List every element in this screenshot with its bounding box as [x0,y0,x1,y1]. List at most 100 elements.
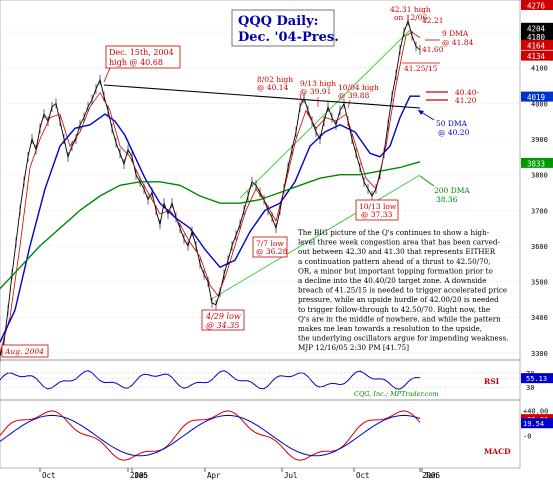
rsi-label: RSI [484,377,500,386]
macd-label: MACD [484,447,511,456]
zone-line1: 40.40- [455,88,479,97]
rsi-axis-tick: 55.13 [526,375,547,383]
rsi-tag-box [521,373,553,384]
x-axis-tick-label: Oct [42,471,56,480]
commentary-line: the underlying oscillators argue for imp… [298,334,508,343]
macd-line [0,410,421,461]
price-tag-label: 4164 [527,41,546,50]
price-axis-tick: 3300 [531,350,548,358]
macd-group: +40.00+26.0119.54-0 [0,407,553,461]
val-4160: 41.60 [422,45,444,54]
commentary-line: MJP 12/16/05 2:30 PM [41.75] [298,343,409,352]
x-axis-tick-label: Jul [284,471,298,480]
h802-pointer [299,93,303,104]
price-axis-tick: 3400 [531,314,548,322]
aug2004-box [1,344,49,358]
channel-line [209,174,421,301]
aug2004-label: Aug. 2004 [4,347,44,356]
commentary-line: a decline into the 40.40/20 target zone.… [298,276,486,285]
x-axis-tick-label: Jan [424,471,438,480]
low77-box [252,236,288,258]
channel-line [239,29,411,199]
price-axis-tick: 3800 [531,172,548,180]
commentary-line: a continuation pattern ahead of a thrust… [298,257,491,266]
price-axis-tick: 3600 [531,243,548,251]
title-box [231,9,335,47]
trend-channel [209,29,421,301]
low1013-line1: 10/13 low [359,202,397,211]
high1206-line1: 42.31 high [390,5,431,14]
ma50-line [0,95,420,343]
dma50-line1: 50 DMA [436,119,468,128]
low77-line1: 7/7 low [256,239,284,248]
macd-panel-frame [0,399,521,469]
h1004-pointer [347,99,351,109]
price-tag-box [521,157,553,168]
ma9-line [0,31,421,354]
x-axis-tick-label: 2005 [130,471,148,480]
low429-line2: @ 34.35 [206,321,239,330]
price-tag-label: 4276 [527,1,546,10]
price-tag-label: 4019 [527,93,545,102]
macd-tag-box [521,418,553,429]
dma50-arrowhead [418,110,424,115]
right-axis: 3300340035003600370038003900400041004200 [531,29,548,358]
h1004-line2: @ 39.88 [338,91,370,100]
dec15-line2: high @ 40.68 [109,58,163,67]
price-tag-box [521,31,553,42]
low429-box [201,309,245,331]
zone-line2: 41.20 [455,96,477,105]
commentary-line: to trigger follow-through to 42.50/70. R… [298,305,490,314]
price-tag-box [521,91,553,102]
high1206-line2: on 12/06 [394,13,428,22]
price-tag-box [521,50,553,61]
chart-subtitle: Dec. '04-Pres. [238,30,339,45]
low429-line1: 4/29 low [205,312,241,321]
price-axis-tick: 4100 [531,65,548,73]
price-axis-tick: 3500 [531,279,548,287]
h1004-line1: 10/04 high [338,83,379,92]
macd-signal-line [0,414,421,457]
price-axis-tick: 4000 [531,100,548,108]
low77-line2: @ 36.28 [256,247,288,256]
x-axis-tick-label: 2006 [422,471,441,480]
price-axis-tick: 3700 [531,207,548,215]
rsi-line [0,370,421,390]
h913-line1: 9/13 high [300,79,336,88]
rsi-panel-frame [0,359,521,401]
price-tag-label: 4134 [527,52,546,61]
dec15-box [105,45,181,69]
dma9-line1: 9 DMA [442,29,469,38]
price-series-group [0,16,421,362]
resistance-line [103,84,421,109]
commentary-line: OR, a minor but important topping format… [298,266,493,275]
price-tag-box [521,22,553,33]
ma200-line [0,161,421,290]
h802-line2: @ 40.14 [257,83,289,92]
price-gridlines [0,31,520,354]
dma200-line1: 200 DMA [434,186,470,195]
x-axis-tick-label: Oct [356,471,370,480]
price-tag-box [521,39,553,50]
x-axis-tick-label: Apr [207,471,221,480]
low1013-box [355,199,399,221]
val-4221: 42.21 [422,16,443,25]
h802-line1: 8/02 high [257,75,293,84]
commentary-text: The BIG picture of the Q's continues to … [298,228,508,352]
h913-line2: @ 39.91 [300,87,331,96]
commentary-line: Q's are in the middle of nowhere, and wh… [298,314,501,323]
commentary-line: out between 42.30 and 41.30 that represe… [298,247,496,256]
dma200-pointer [419,175,435,187]
commentary-line: pressure, while an upside hurdle of 42.0… [298,295,499,304]
dma200-line2: 38.36 [436,195,458,204]
dec15-pointer [103,67,111,83]
chart-title: QQQ Daily: [238,14,318,29]
price-tag-label: 3833 [527,159,545,168]
price-tag-label: 4180 [527,33,546,42]
commentary-line: The BIG picture of the Q's continues to … [298,228,490,237]
macd-axis-tick: 19.54 [523,420,544,428]
